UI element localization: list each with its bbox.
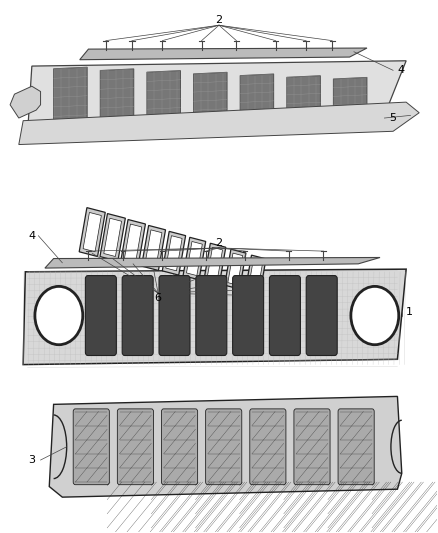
Polygon shape — [204, 243, 226, 285]
Polygon shape — [53, 67, 87, 126]
FancyBboxPatch shape — [294, 409, 330, 484]
Polygon shape — [240, 74, 274, 130]
Polygon shape — [194, 72, 227, 128]
Polygon shape — [79, 208, 105, 256]
Polygon shape — [287, 76, 320, 130]
Text: 3: 3 — [28, 455, 35, 465]
FancyBboxPatch shape — [338, 409, 374, 484]
Polygon shape — [104, 218, 122, 256]
Polygon shape — [162, 231, 186, 275]
Polygon shape — [228, 253, 243, 285]
Polygon shape — [145, 230, 162, 266]
FancyBboxPatch shape — [306, 276, 337, 356]
Polygon shape — [147, 70, 180, 128]
Text: 6: 6 — [155, 293, 162, 303]
FancyBboxPatch shape — [159, 276, 190, 356]
Polygon shape — [248, 259, 263, 290]
Circle shape — [35, 286, 83, 345]
FancyBboxPatch shape — [269, 276, 300, 356]
FancyBboxPatch shape — [122, 276, 153, 356]
Polygon shape — [121, 220, 145, 266]
FancyBboxPatch shape — [162, 409, 198, 484]
Text: 5: 5 — [389, 113, 396, 123]
Polygon shape — [166, 236, 182, 271]
FancyBboxPatch shape — [205, 409, 242, 484]
FancyBboxPatch shape — [196, 276, 227, 356]
FancyBboxPatch shape — [250, 409, 286, 484]
Polygon shape — [80, 48, 367, 60]
FancyBboxPatch shape — [85, 276, 117, 356]
Polygon shape — [187, 241, 202, 276]
FancyBboxPatch shape — [73, 409, 110, 484]
Polygon shape — [10, 86, 41, 118]
Polygon shape — [83, 213, 101, 252]
Polygon shape — [124, 224, 142, 261]
Polygon shape — [100, 214, 125, 261]
Text: 1: 1 — [406, 306, 413, 317]
FancyBboxPatch shape — [233, 276, 264, 356]
Polygon shape — [23, 269, 406, 365]
Polygon shape — [183, 237, 206, 280]
Text: 4: 4 — [28, 231, 35, 241]
Text: 2: 2 — [215, 238, 223, 248]
Polygon shape — [100, 69, 134, 127]
Circle shape — [351, 286, 399, 345]
Polygon shape — [245, 255, 266, 294]
Polygon shape — [49, 397, 402, 497]
Polygon shape — [19, 102, 419, 144]
Polygon shape — [207, 247, 223, 280]
Text: 2: 2 — [215, 15, 223, 25]
Polygon shape — [333, 77, 367, 131]
Polygon shape — [225, 249, 246, 289]
Polygon shape — [141, 225, 166, 270]
Polygon shape — [45, 257, 380, 268]
FancyBboxPatch shape — [117, 409, 153, 484]
Polygon shape — [28, 61, 406, 134]
Text: 4: 4 — [397, 66, 405, 75]
